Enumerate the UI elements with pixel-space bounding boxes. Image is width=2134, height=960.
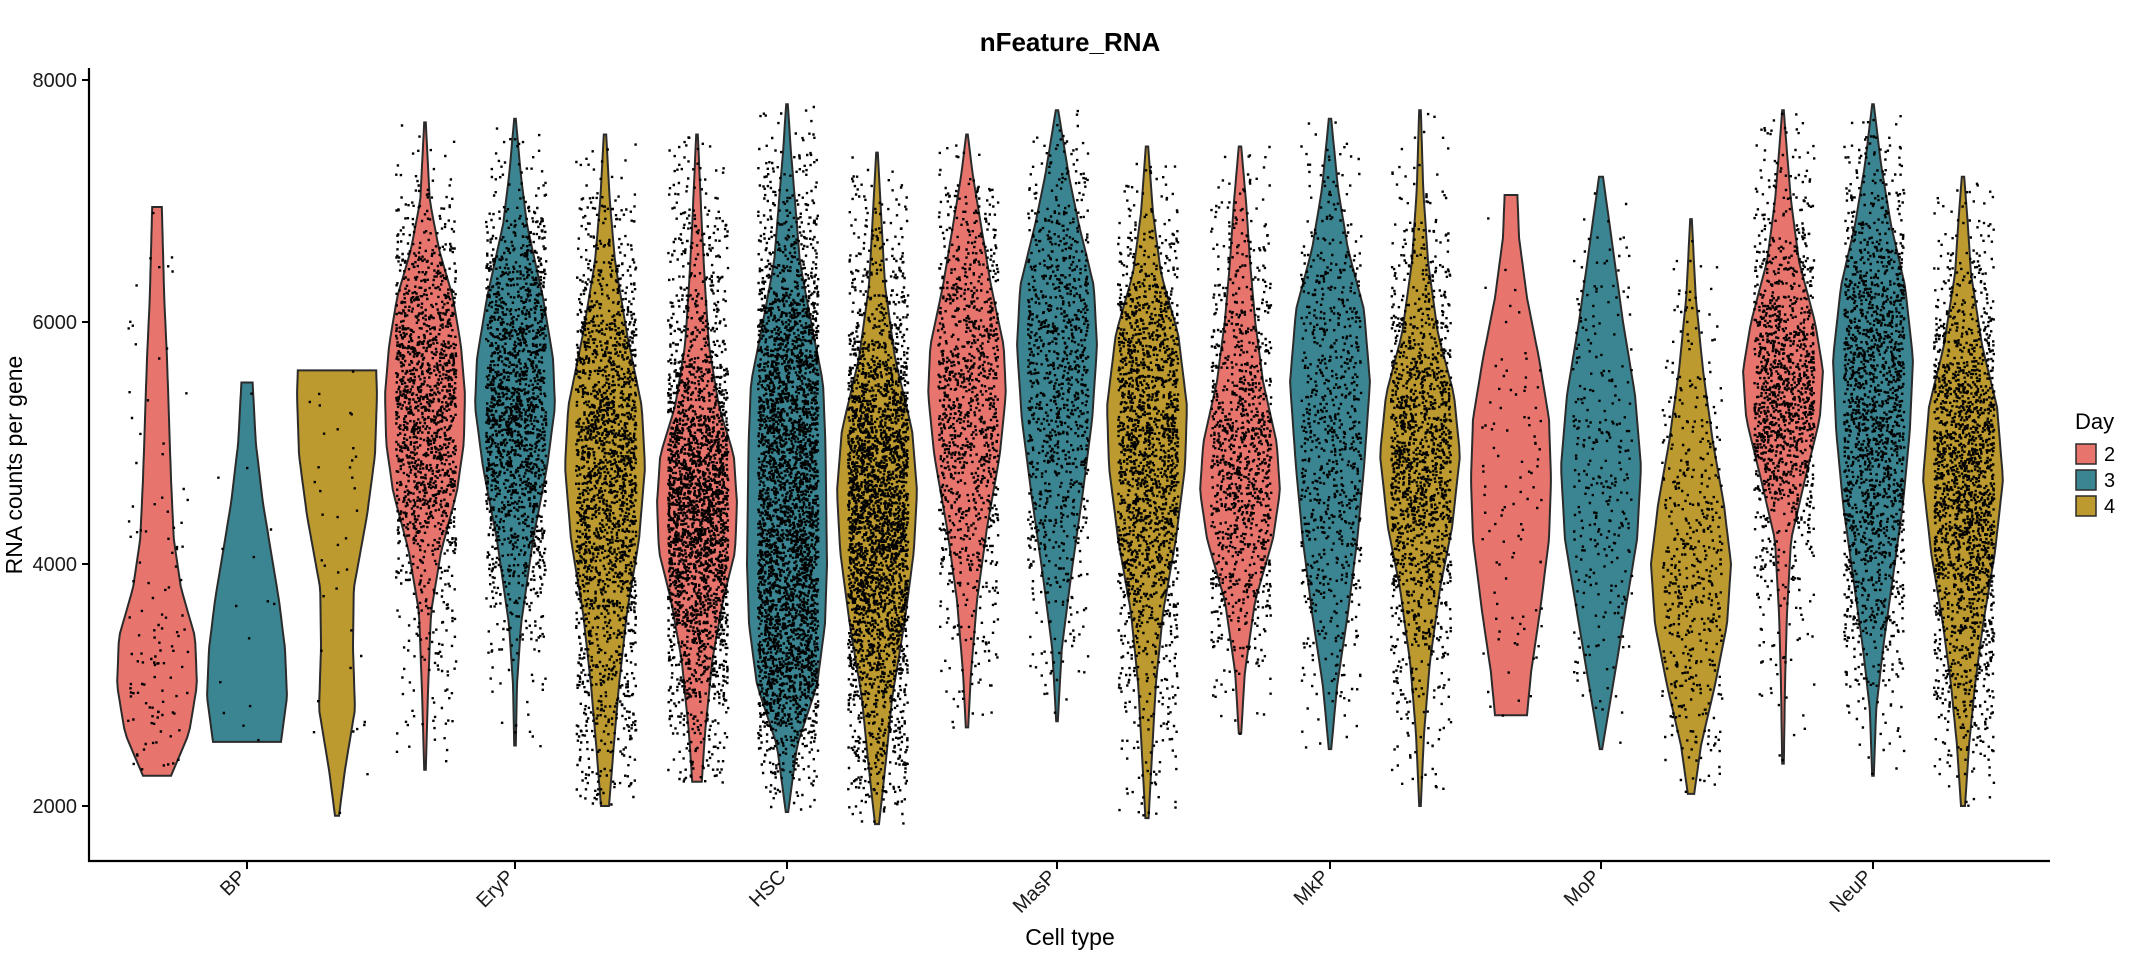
violin-EryP-day-2: [384, 121, 466, 771]
jitter-points-MoP-day-4: [1661, 240, 1724, 793]
y-tick-label: 4000: [33, 554, 78, 576]
violin-MkP-day-2: [1199, 145, 1281, 735]
legend-key-day-4: [2075, 495, 2097, 517]
violin-MoP-day-4: [1649, 218, 1733, 795]
jitter-points-layer: [127, 105, 1996, 825]
legend-key-day-3: [2075, 469, 2097, 491]
jitter-points-HSC-day-4: [847, 156, 910, 825]
jitter-points-MasP-day-2: [937, 144, 1000, 729]
jitter-points-MkP-day-4: [1390, 112, 1453, 790]
legend-title: Day: [2075, 409, 2114, 434]
violin-MoP-day-2: [1470, 194, 1552, 717]
x-axis-title: Cell type: [1025, 924, 1114, 950]
x-axis: BP EryP HSC MasP MkP MoP NeuP: [88, 859, 2050, 918]
violin-MkP-day-3: [1289, 117, 1371, 751]
violin-MkP-day-4: [1379, 109, 1461, 807]
y-axis: 2000 4000 6000 8000: [33, 68, 91, 862]
jitter-points-MasP-day-4: [1117, 162, 1180, 817]
legend: Day 2 3 4: [2075, 409, 2115, 518]
x-ticks: BP EryP HSC MasP MkP MoP NeuP: [216, 861, 1877, 918]
x-tick-label: NeuP: [1826, 866, 1877, 917]
y-tick-label: 2000: [33, 796, 78, 818]
jitter-points-MoP-day-2: [1481, 217, 1543, 717]
legend-items: 2 3 4: [2075, 443, 2115, 518]
violin-BP-day-2: [116, 206, 198, 777]
x-tick-label: MasP: [1009, 866, 1061, 918]
x-tick-label: EryP: [472, 866, 518, 912]
violins-layer: [116, 103, 2004, 826]
y-tick-label: 8000: [33, 70, 78, 92]
y-axis-title: RNA counts per gene: [1, 356, 27, 575]
chart-title: nFeature_RNA: [980, 27, 1161, 57]
violin-BP-day-3: [206, 381, 288, 743]
jitter-points-NeuP-day-4: [1933, 182, 1996, 807]
jitter-points-EryP-day-3: [485, 127, 548, 748]
violin-NeuP-day-4: [1922, 175, 2004, 807]
jitter-points-EryP-day-4: [575, 143, 638, 806]
violin-MoP-day-3: [1560, 175, 1642, 751]
y-tick-label: 6000: [33, 312, 78, 334]
violin-BP-day-4: [296, 369, 378, 817]
legend-label: 2: [2104, 444, 2115, 466]
jitter-points-MkP-day-2: [1210, 145, 1273, 736]
jitter-points-NeuP-day-3: [1843, 115, 1906, 775]
jitter-points-EryP-day-2: [395, 124, 458, 763]
plot-area: [116, 103, 2004, 826]
x-tick-label: MkP: [1290, 866, 1334, 910]
violin-HSC-day-4: [836, 151, 918, 826]
jitter-points-MoP-day-3: [1572, 192, 1634, 744]
x-tick-label: MoP: [1560, 866, 1605, 911]
legend-label: 4: [2104, 496, 2115, 518]
x-tick-label: HSC: [745, 866, 790, 911]
legend-key-day-2: [2075, 443, 2097, 465]
jitter-points-HSC-day-2: [667, 136, 730, 784]
x-tick-label: BP: [216, 866, 250, 900]
jitter-points-HSC-day-3: [757, 105, 820, 811]
jitter-points-NeuP-day-2: [1753, 112, 1816, 762]
jitter-points-MasP-day-3: [1027, 109, 1090, 714]
y-ticks: 2000 4000 6000 8000: [33, 70, 89, 818]
legend-label: 3: [2104, 470, 2115, 492]
